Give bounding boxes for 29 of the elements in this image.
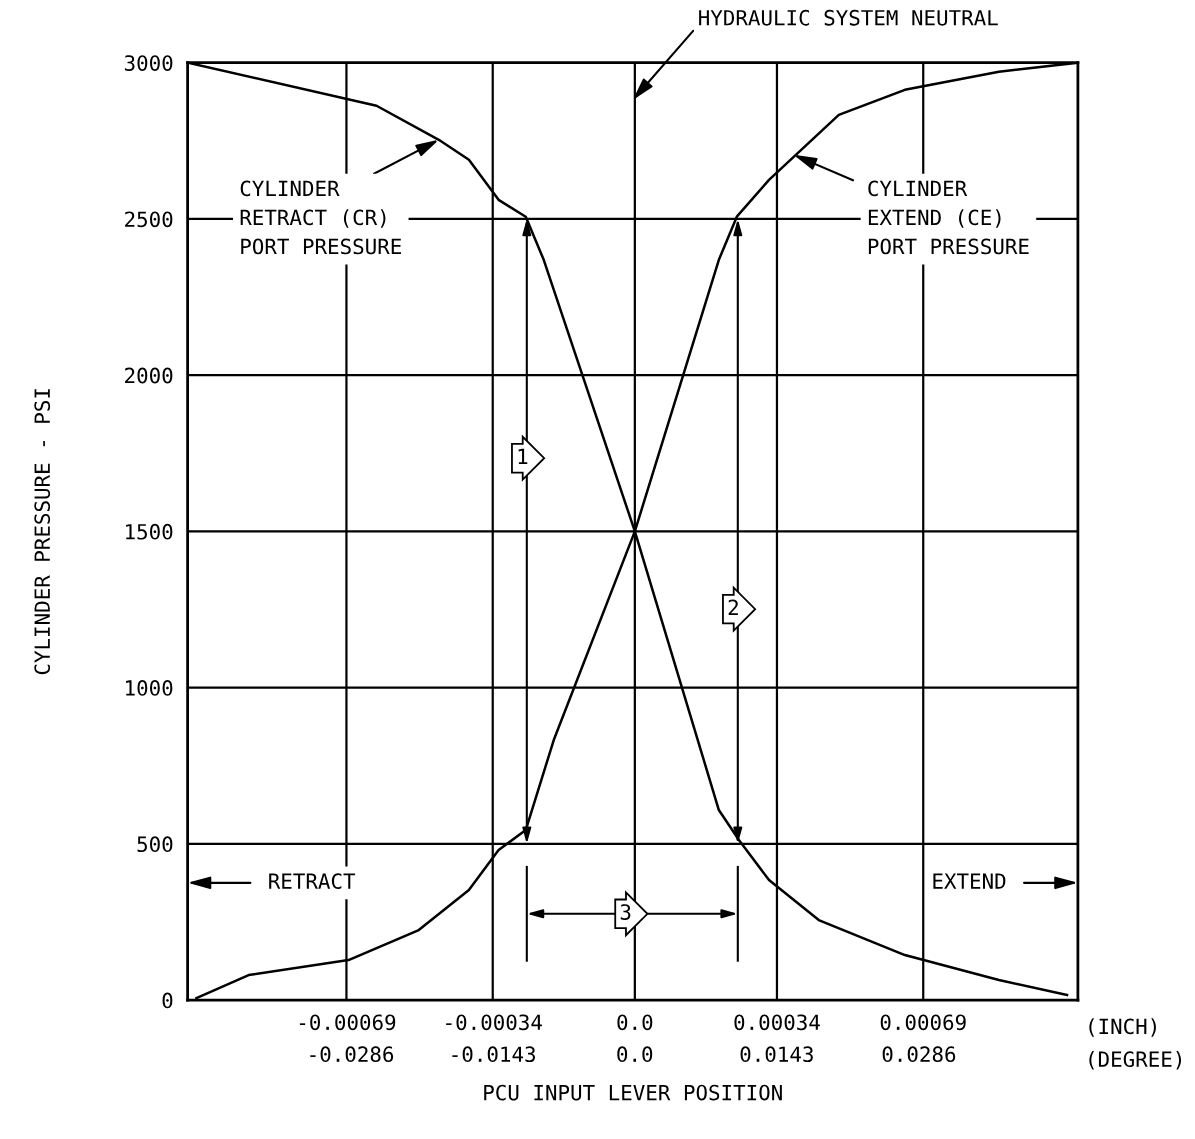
annotation: EXTEND [933,873,1006,889]
y-tick-label: 500 [137,836,173,853]
y-tick-label: 2500 [125,211,173,228]
y-tick-label: 1000 [126,680,173,696]
annotation: 2 [728,599,738,615]
y-tick-label: 0 [162,992,173,1009]
y-axis-title: CYLINDER PRESSURE - PSI [34,389,51,675]
x2-tick-label: -0.0143 [452,1046,535,1063]
y-tick-label: 1500 [126,523,173,540]
annotation: CYLINDER EXTEND (CE) PORT PRESSURE [868,180,1029,255]
text: (INCH) [1089,1018,1156,1037]
annotation: CYLINDER RETRACT (CR) PORT PRESSURE [240,180,401,255]
x2-tick-label: 0.0 [617,1046,653,1063]
y-tick-label: 2000 [125,367,173,384]
annotation: 3 [620,904,631,920]
x-axis-title: PCU INPUT LEVER POSITION [484,1084,782,1101]
x2-tick-label: 0.0286 [882,1046,956,1063]
x-tick-label: -0.00069 [299,1014,396,1031]
y-tick-label: 3000 [124,55,173,71]
annotation: RETRACT [269,873,356,889]
text: HYDRAULIC SYSTEM NEUTRAL [699,9,998,26]
text: (DEGREE) [1089,1050,1182,1070]
x-tick-label: 0.00034 [734,1014,820,1031]
x2-tick-label: -0.0286 [310,1046,394,1063]
annotation: 1 [518,448,528,465]
x-tick-label: 0.0 [617,1014,653,1031]
x-tick-label: 0.00069 [880,1014,966,1031]
x2-tick-label: 0.0143 [740,1046,813,1063]
x-tick-label: -0.00034 [446,1014,542,1031]
